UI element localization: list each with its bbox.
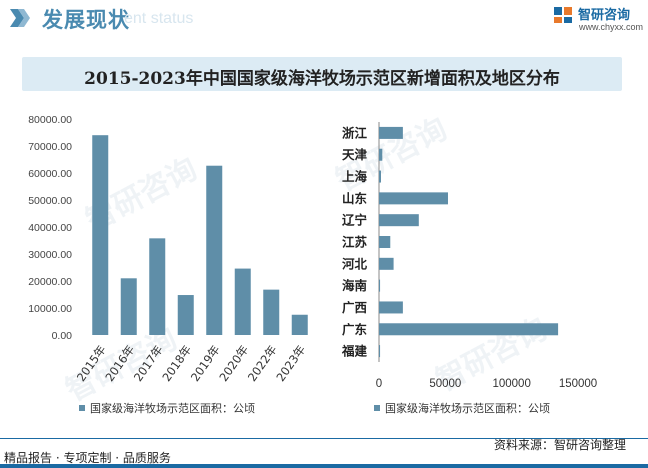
page-header: 发展现状 ent status 智研咨询 www.chyxx.com	[0, 0, 648, 40]
y-tick-label: 70000.00	[28, 141, 72, 153]
footer-bar	[0, 464, 648, 468]
x-tick-label: 50000	[429, 378, 461, 390]
y-tick-label: 50000.00	[28, 195, 72, 207]
y-category-label: 广西	[342, 300, 367, 315]
bar-2018年	[177, 295, 194, 335]
bar-2015年	[92, 135, 109, 335]
x-tick-label: 100000	[492, 378, 530, 390]
bar-广西	[379, 301, 403, 314]
section-title: 发展现状	[42, 8, 130, 32]
y-category-label: 山东	[342, 191, 368, 206]
chart-title-band: 2015-2023年中国国家级海洋牧场示范区新增面积及地区分布	[22, 57, 622, 91]
bar-天津	[379, 148, 383, 161]
y-tick-label: 40000.00	[28, 222, 72, 234]
data-source: 资料来源：智研咨询整理	[494, 438, 627, 452]
y-tick-label: 30000.00	[28, 249, 72, 261]
bar-河北	[379, 257, 394, 270]
x-tick-label: 150000	[559, 378, 597, 390]
y-category-label: 天津	[342, 147, 368, 162]
chart-title: 2015-2023年中国国家级海洋牧场示范区新增面积及地区分布	[84, 69, 560, 89]
brand-logo-icon	[554, 7, 572, 23]
x-tick-label: 0	[376, 378, 382, 390]
bar-辽宁	[379, 214, 419, 227]
footer-divider	[0, 438, 648, 439]
bar-2019年	[206, 165, 223, 335]
y-tick-label: 60000.00	[28, 168, 72, 180]
bar-福建	[379, 345, 381, 358]
legend-label: 国家级海洋牧场示范区面积：公顷	[385, 401, 550, 415]
bar-2022年	[263, 289, 280, 335]
section-subtitle: ent status	[124, 10, 194, 27]
bar-2023年	[291, 314, 308, 335]
legend-label: 国家级海洋牧场示范区面积：公顷	[90, 401, 255, 415]
brand-url: www.chyxx.com	[579, 22, 644, 32]
x-tick-label: 2023年	[273, 343, 308, 384]
legend-swatch	[374, 405, 380, 411]
legend-swatch	[79, 405, 85, 411]
y-category-label: 福建	[341, 344, 368, 359]
y-category-label: 上海	[342, 169, 368, 184]
bar-山东	[379, 192, 448, 205]
y-tick-label: 0.00	[52, 330, 73, 342]
bar-浙江	[379, 126, 403, 139]
y-tick-label: 80000.00	[28, 114, 72, 126]
bar-海南	[379, 279, 381, 292]
y-category-label: 辽宁	[342, 213, 367, 228]
y-category-label: 广东	[342, 322, 368, 337]
bar-江苏	[379, 236, 391, 248]
brand-name: 智研咨询	[578, 8, 631, 23]
y-tick-label: 10000.00	[28, 303, 72, 315]
bar-2020年	[234, 268, 251, 335]
bar-广东	[379, 323, 559, 336]
y-category-label: 江苏	[342, 235, 368, 250]
bar-上海	[379, 170, 381, 183]
double-chevron-icon	[10, 9, 30, 27]
bar-2017年	[149, 238, 166, 335]
y-tick-label: 20000.00	[28, 276, 72, 288]
y-category-label: 海南	[342, 278, 368, 293]
y-category-label: 河北	[342, 256, 368, 271]
footer-slogan: 精品报告 · 专项定制 · 品质服务	[4, 451, 171, 465]
y-category-label: 浙江	[342, 125, 368, 140]
bar-2016年	[120, 278, 137, 335]
